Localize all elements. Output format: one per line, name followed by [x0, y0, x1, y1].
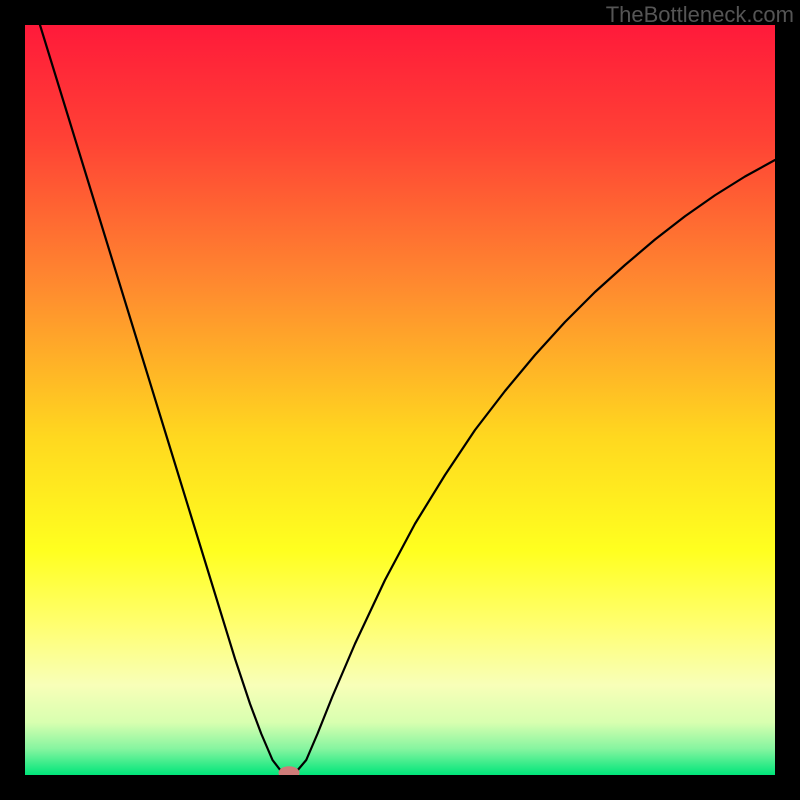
plot-area	[25, 25, 775, 775]
watermark-text: TheBottleneck.com	[606, 2, 794, 28]
optimum-marker	[279, 767, 299, 775]
chart-frame: TheBottleneck.com	[0, 0, 800, 800]
bottleneck-curve	[40, 25, 775, 774]
plot-svg	[25, 25, 775, 775]
